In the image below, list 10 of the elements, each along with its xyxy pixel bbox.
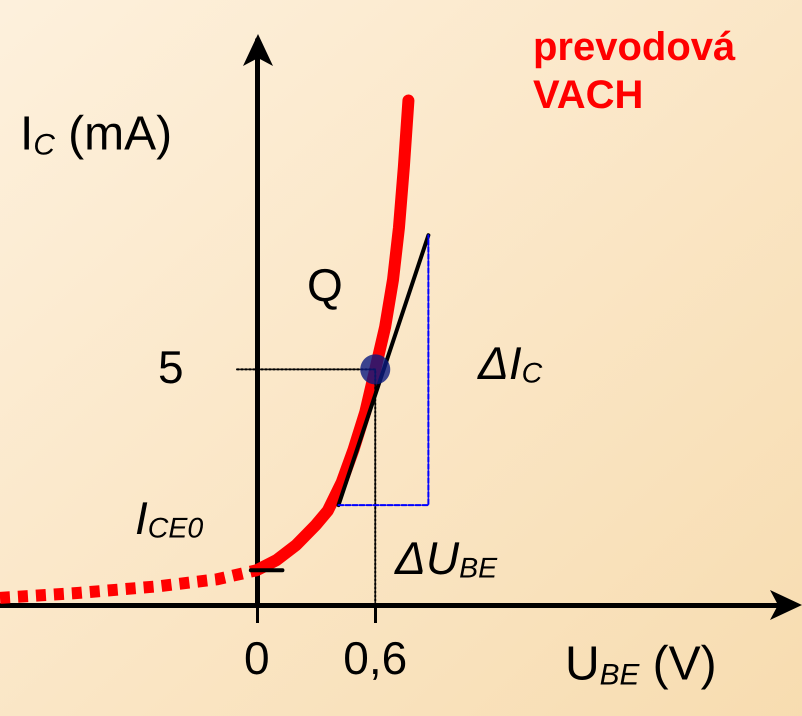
annotation: 5 xyxy=(158,341,184,393)
annotation: Q xyxy=(307,259,343,311)
x-tick-label: 0 xyxy=(244,632,270,684)
annotation: ΔIC xyxy=(477,337,543,390)
annotation: ΔUBE xyxy=(394,532,498,584)
chart-title: prevodová VACH xyxy=(533,25,746,117)
annotation: ICE0 xyxy=(135,492,204,544)
y-axis-title: IC (mA) xyxy=(20,108,172,162)
x-tick-label: 0,6 xyxy=(343,632,408,684)
x-axis-title: UBE (V) xyxy=(565,638,717,692)
